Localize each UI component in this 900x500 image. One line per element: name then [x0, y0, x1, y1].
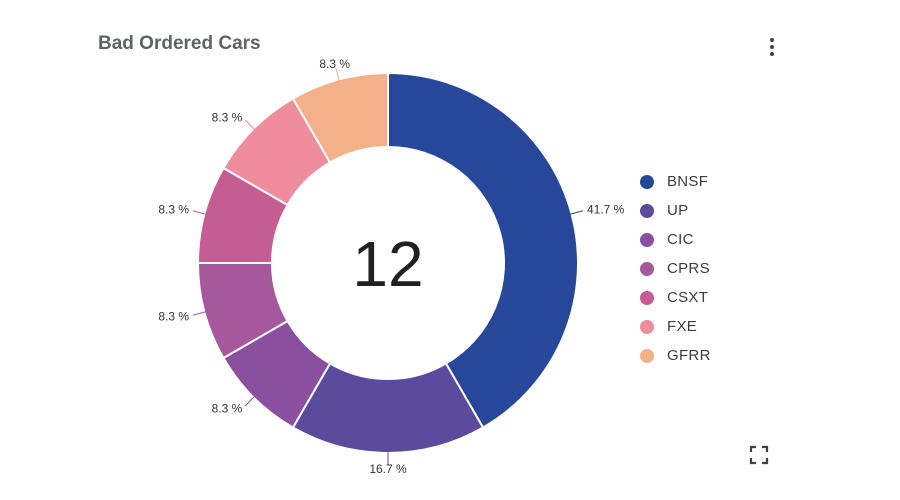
label-leader-line — [192, 210, 206, 215]
legend-item-cic[interactable]: CIC — [640, 225, 711, 254]
label-leader-line — [244, 396, 255, 407]
legend-swatch — [640, 203, 654, 218]
legend-label: GFRR — [667, 347, 711, 364]
legend-swatch — [640, 319, 654, 334]
label-leader-line — [335, 67, 340, 81]
percent-label-cprs: 8.3 % — [158, 309, 189, 323]
center-total-label: 12 — [352, 228, 423, 300]
percent-label-csxt: 8.3 % — [158, 203, 189, 217]
label-leader-line — [244, 119, 255, 130]
percent-label-bnsf: 41.7 % — [587, 203, 625, 217]
more-vert-icon[interactable] — [760, 32, 784, 62]
legend-swatch — [640, 348, 654, 363]
donut-slice-gfrr[interactable] — [291, 71, 389, 164]
legend-item-cprs[interactable]: CPRS — [640, 254, 711, 283]
chart-legend: BNSF UP CIC CPRS CSXT FXE GFRR — [640, 167, 711, 370]
legend-swatch — [640, 232, 654, 247]
legend-label: BNSF — [667, 173, 709, 190]
percent-label-cic: 8.3 % — [212, 402, 243, 416]
legend-item-gfrr[interactable]: GFRR — [640, 341, 711, 370]
fullscreen-icon[interactable] — [748, 444, 770, 466]
legend-label: CIC — [667, 231, 694, 248]
legend-item-bnsf[interactable]: BNSF — [640, 167, 711, 196]
legend-label: UP — [667, 202, 689, 219]
percent-label-up: 16.7 % — [369, 462, 407, 476]
legend-item-csxt[interactable]: CSXT — [640, 283, 711, 312]
legend-label: CPRS — [667, 260, 710, 277]
legend-item-up[interactable]: UP — [640, 196, 711, 225]
card-title: Bad Ordered Cars — [98, 33, 261, 54]
percent-label-fxe: 8.3 % — [212, 110, 243, 124]
legend-swatch — [640, 174, 654, 189]
legend-item-fxe[interactable]: FXE — [640, 312, 711, 341]
label-leader-line — [570, 210, 584, 215]
legend-label: CSXT — [667, 289, 709, 306]
donut-slice-bnsf[interactable] — [387, 71, 579, 429]
legend-label: FXE — [667, 318, 698, 335]
legend-swatch — [640, 261, 654, 276]
legend-swatch — [640, 290, 654, 305]
percent-label-gfrr: 8.3 % — [319, 57, 350, 71]
label-leader-line — [192, 311, 206, 316]
